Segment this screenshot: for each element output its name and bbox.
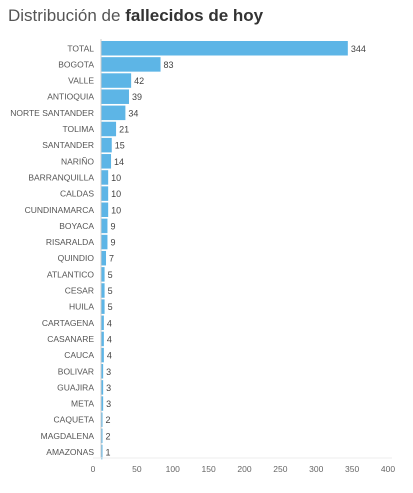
bar xyxy=(101,105,126,121)
data-label: 5 xyxy=(108,286,113,296)
category-label: QUINDIO xyxy=(58,253,95,263)
category-label: BARRANQUILLA xyxy=(28,172,94,182)
data-label: 10 xyxy=(111,189,121,199)
category-label: CASANARE xyxy=(47,334,94,344)
category-label: CARTAGENA xyxy=(42,318,94,328)
data-label: 15 xyxy=(115,141,125,151)
data-label: 42 xyxy=(134,76,144,86)
data-label: 9 xyxy=(110,238,115,248)
bar xyxy=(101,186,109,201)
bar xyxy=(101,121,117,137)
bar xyxy=(101,41,348,56)
chart-title: Distribución de fallecidos de hoy xyxy=(8,6,263,26)
category-label: VALLE xyxy=(68,76,94,86)
category-label: TOTAL xyxy=(67,43,94,53)
category-label: CUNDINAMARCA xyxy=(25,205,95,215)
data-label: 10 xyxy=(111,205,121,215)
category-label: MAGDALENA xyxy=(41,431,95,441)
data-label: 83 xyxy=(164,60,174,70)
chart-title-bold: fallecidos de hoy xyxy=(125,6,264,25)
bar xyxy=(101,347,104,363)
bar xyxy=(101,364,104,379)
bar xyxy=(101,267,105,282)
category-label: BOYACA xyxy=(59,221,94,231)
category-label: ANTIOQUIA xyxy=(47,92,94,102)
category-label: ATLANTICO xyxy=(47,269,94,279)
bar xyxy=(101,283,105,298)
data-label: 5 xyxy=(108,270,113,280)
data-label: 14 xyxy=(114,157,124,167)
data-label: 10 xyxy=(111,173,121,183)
bar xyxy=(101,202,109,217)
data-label: 39 xyxy=(132,92,142,102)
category-label: CALDAS xyxy=(60,189,94,199)
category-label: AMAZONAS xyxy=(46,447,94,457)
data-label: 34 xyxy=(128,108,138,118)
x-tick-label: 300 xyxy=(309,464,323,474)
category-label: CAQUETA xyxy=(54,415,95,425)
bar xyxy=(101,137,112,153)
category-label: BOLIVAR xyxy=(58,366,94,376)
category-label: RISARALDA xyxy=(46,237,95,247)
x-tick-label: 150 xyxy=(202,464,216,474)
chart-title-prefix: Distribución de xyxy=(8,6,121,25)
category-label: META xyxy=(71,399,94,409)
bar xyxy=(101,57,161,72)
category-label: SANTANDER xyxy=(42,140,94,150)
data-label: 9 xyxy=(110,221,115,231)
data-label: 1 xyxy=(106,448,111,458)
bar xyxy=(101,412,103,427)
bar xyxy=(101,170,109,185)
data-label: 5 xyxy=(108,302,113,312)
bar xyxy=(101,234,108,250)
category-label: NARIÑO xyxy=(61,156,94,166)
data-label: 4 xyxy=(107,318,112,328)
data-label: 3 xyxy=(106,367,111,377)
x-tick-label: 0 xyxy=(91,464,96,474)
bar xyxy=(101,73,132,88)
bar xyxy=(101,315,104,331)
data-label: 2 xyxy=(106,431,111,441)
data-label: 21 xyxy=(119,125,129,135)
category-label: HUILA xyxy=(69,302,94,312)
category-label: GUAJIRA xyxy=(57,382,94,392)
bar xyxy=(101,380,104,395)
data-label: 4 xyxy=(107,334,112,344)
bar xyxy=(101,154,112,169)
data-label: 4 xyxy=(107,351,112,361)
bar xyxy=(101,444,103,460)
bar xyxy=(101,218,108,234)
x-tick-label: 350 xyxy=(345,464,359,474)
category-label: CAUCA xyxy=(64,350,94,360)
bar xyxy=(101,396,104,411)
x-tick-label: 400 xyxy=(381,464,395,474)
data-label: 3 xyxy=(106,399,111,409)
x-tick-label: 50 xyxy=(132,464,142,474)
data-label: 2 xyxy=(106,415,111,425)
bar xyxy=(101,331,104,347)
bar xyxy=(101,250,107,266)
bar xyxy=(101,428,103,444)
data-label: 344 xyxy=(351,44,366,54)
x-tick-label: 250 xyxy=(273,464,287,474)
data-label: 7 xyxy=(109,254,114,264)
category-label: BOGOTA xyxy=(58,59,94,69)
x-tick-label: 100 xyxy=(166,464,180,474)
bar xyxy=(101,299,105,314)
category-label: NORTE SANTANDER xyxy=(10,108,94,118)
x-tick-label: 200 xyxy=(237,464,251,474)
data-label: 3 xyxy=(106,383,111,393)
category-label: TOLIMA xyxy=(63,124,95,134)
bar xyxy=(101,89,129,104)
category-label: CESAR xyxy=(65,286,94,296)
